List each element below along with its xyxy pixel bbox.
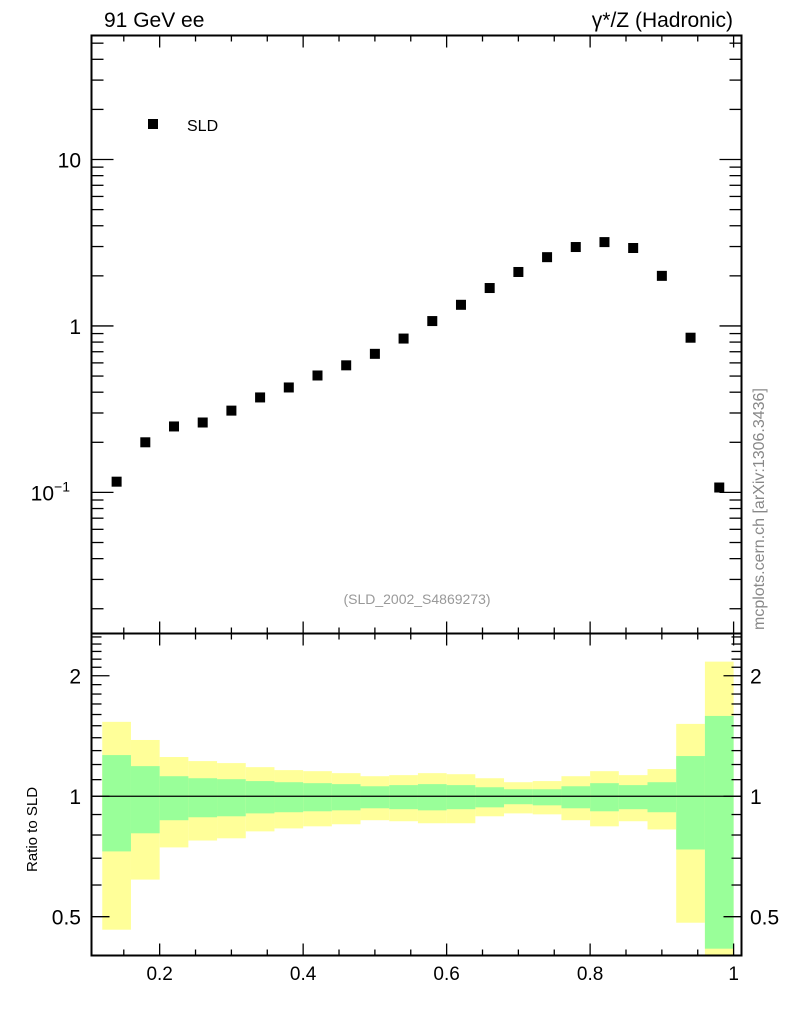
inner-band-bin: [475, 787, 505, 808]
legend-label-sld: SLD: [187, 118, 218, 135]
inner-band-bin: [245, 781, 275, 814]
data-point: [685, 332, 696, 343]
data-point: [341, 360, 352, 371]
axis-ticks: [91, 35, 742, 957]
inner-band-bin: [303, 783, 332, 812]
data-point: [197, 417, 208, 428]
x-tick-label: 1: [728, 964, 739, 985]
inner-band-bin: [389, 785, 418, 810]
ratio-y-tick-label-left: 0.5: [52, 907, 81, 930]
inner-band-bin: [647, 782, 677, 813]
inner-band-bin: [102, 755, 131, 852]
inner-band-bin: [331, 784, 361, 811]
inner-band-bin: [360, 786, 390, 809]
y-tick-label: 10: [58, 150, 81, 173]
data-point: [283, 382, 294, 393]
watermark: (SLD_2002_S4869273): [343, 591, 490, 607]
data-point: [169, 421, 180, 432]
y-tick-label: 10−1: [31, 478, 71, 505]
ratio-plot-frame: [90, 632, 743, 957]
inner-band-bin: [561, 786, 591, 809]
inner-band-bin: [532, 789, 562, 806]
legend-marker-sld: [148, 119, 158, 129]
data-point: [628, 243, 639, 254]
data-point: [140, 437, 151, 448]
inner-band-bin: [446, 785, 476, 810]
title-right: γ*/Z (Hadronic): [592, 9, 733, 32]
ratio-y-tick-label-right: 0.5: [750, 907, 779, 930]
inner-band-bin: [188, 778, 218, 818]
data-point: [427, 316, 438, 327]
side-label: mcplots.cern.ch [arXiv:1306.3436]: [751, 388, 768, 630]
data-point: [570, 242, 581, 253]
inner-band-bin: [130, 766, 160, 834]
y-tick-label: 1: [69, 316, 81, 339]
ratio-y-tick-label-right: 1: [750, 786, 762, 809]
data-points: [111, 237, 725, 493]
inner-band-bin: [217, 779, 246, 817]
inner-band-bin: [704, 715, 734, 949]
data-point: [513, 266, 524, 277]
x-tick-label: 0.8: [577, 964, 603, 985]
ratio-ylabel: Ratio to SLD: [24, 787, 41, 872]
data-point: [398, 333, 409, 344]
title-left: 91 GeV ee: [104, 9, 204, 32]
inner-band-bin: [417, 784, 447, 811]
data-point: [714, 482, 725, 493]
ratio-y-tick-label-right: 2: [750, 666, 762, 689]
data-point: [369, 348, 380, 359]
data-point: [255, 392, 266, 403]
x-tick-label: 0.6: [433, 964, 459, 985]
y-tick-exponent: −1: [54, 478, 70, 494]
ratio-y-tick-label-left: 1: [69, 786, 81, 809]
inner-band-bin: [676, 756, 705, 850]
data-point: [226, 405, 237, 416]
data-point: [455, 299, 466, 310]
inner-band-bin: [590, 783, 619, 812]
ratio-y-tick-label-left: 2: [69, 666, 81, 689]
data-point: [656, 270, 667, 281]
data-point: [111, 476, 122, 487]
data-point: [599, 237, 610, 248]
ratio-bands: [91, 661, 742, 956]
inner-band-bin: [618, 785, 648, 810]
inner-band-bin: [159, 776, 189, 821]
data-point: [484, 283, 495, 294]
x-tick-label: 0.4: [290, 964, 317, 985]
data-point: [542, 252, 553, 263]
tick-labels: 0.2 0.4 0.6 0.8 1 10 1 10−1 2 2 1 1 0.5 0.5: [31, 150, 780, 985]
data-point: [312, 370, 323, 381]
inner-band-bin: [274, 782, 304, 813]
x-tick-label: 0.2: [146, 964, 172, 985]
